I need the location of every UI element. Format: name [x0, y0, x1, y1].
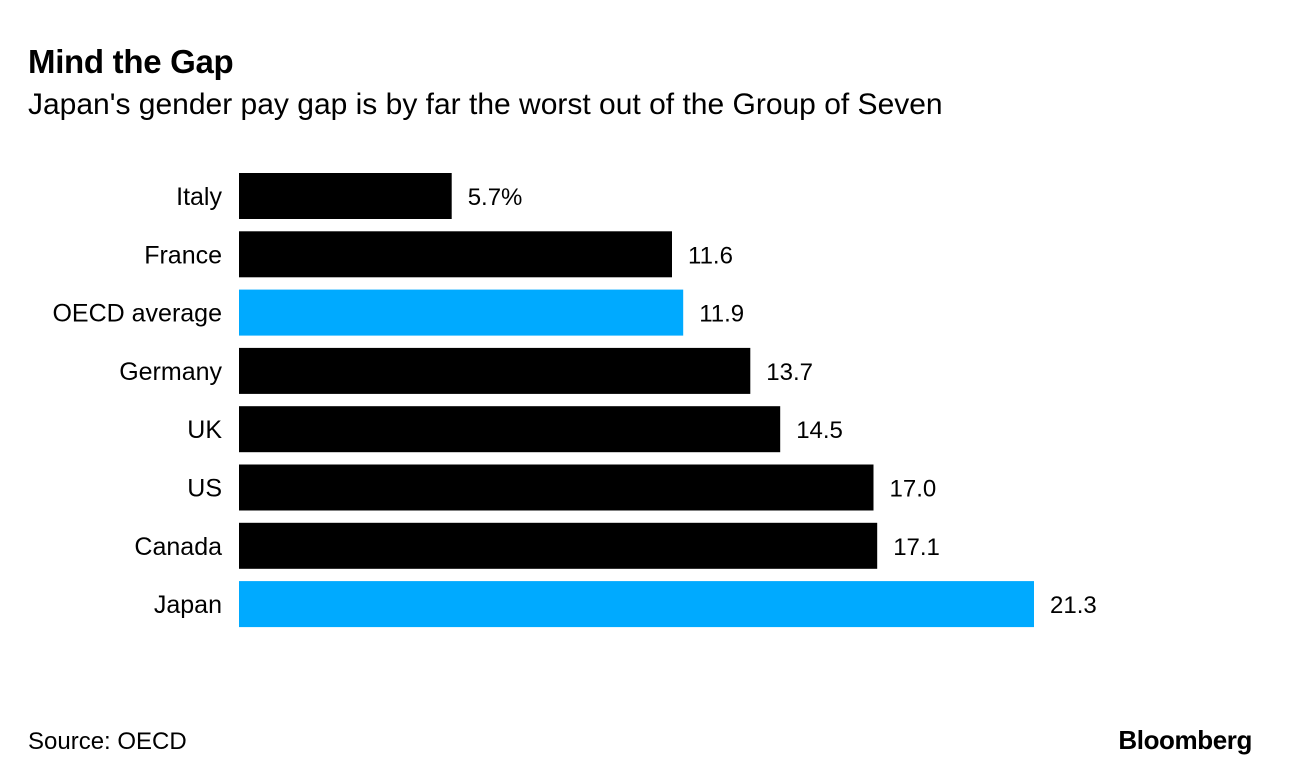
value-label-uk: 14.5 [796, 417, 843, 444]
brand-logo: Bloomberg [1118, 725, 1252, 755]
value-label-canada: 17.1 [893, 534, 940, 561]
category-label-italy: Italy [176, 183, 222, 211]
category-label-us: US [187, 475, 222, 503]
chart-title: Mind the Gap [28, 43, 234, 80]
category-label-japan: Japan [154, 591, 222, 619]
value-label-oecd-average: 11.9 [699, 301, 744, 328]
category-label-france: France [144, 241, 222, 269]
category-label-canada: Canada [134, 533, 222, 561]
value-label-japan: 21.3 [1050, 592, 1097, 619]
chart-subtitle: Japan's gender pay gap is by far the wor… [28, 88, 943, 121]
value-label-germany: 13.7 [766, 359, 813, 386]
bar-italy [239, 173, 452, 219]
value-label-france: 11.6 [688, 242, 733, 269]
bar-germany [239, 347, 751, 394]
category-label-oecd-average: OECD average [52, 300, 222, 328]
source-note: Source: OECD [28, 728, 187, 755]
category-label-germany: Germany [119, 358, 222, 386]
bar-uk [239, 406, 781, 453]
category-label-uk: UK [187, 416, 222, 444]
bar-japan [239, 581, 1034, 628]
bar-oecd-average [239, 289, 684, 336]
value-label-us: 17.0 [890, 476, 937, 503]
bar-france [239, 231, 672, 278]
bar-us [239, 464, 874, 511]
value-label-italy: 5.7% [468, 184, 523, 211]
bar-canada [239, 522, 878, 569]
